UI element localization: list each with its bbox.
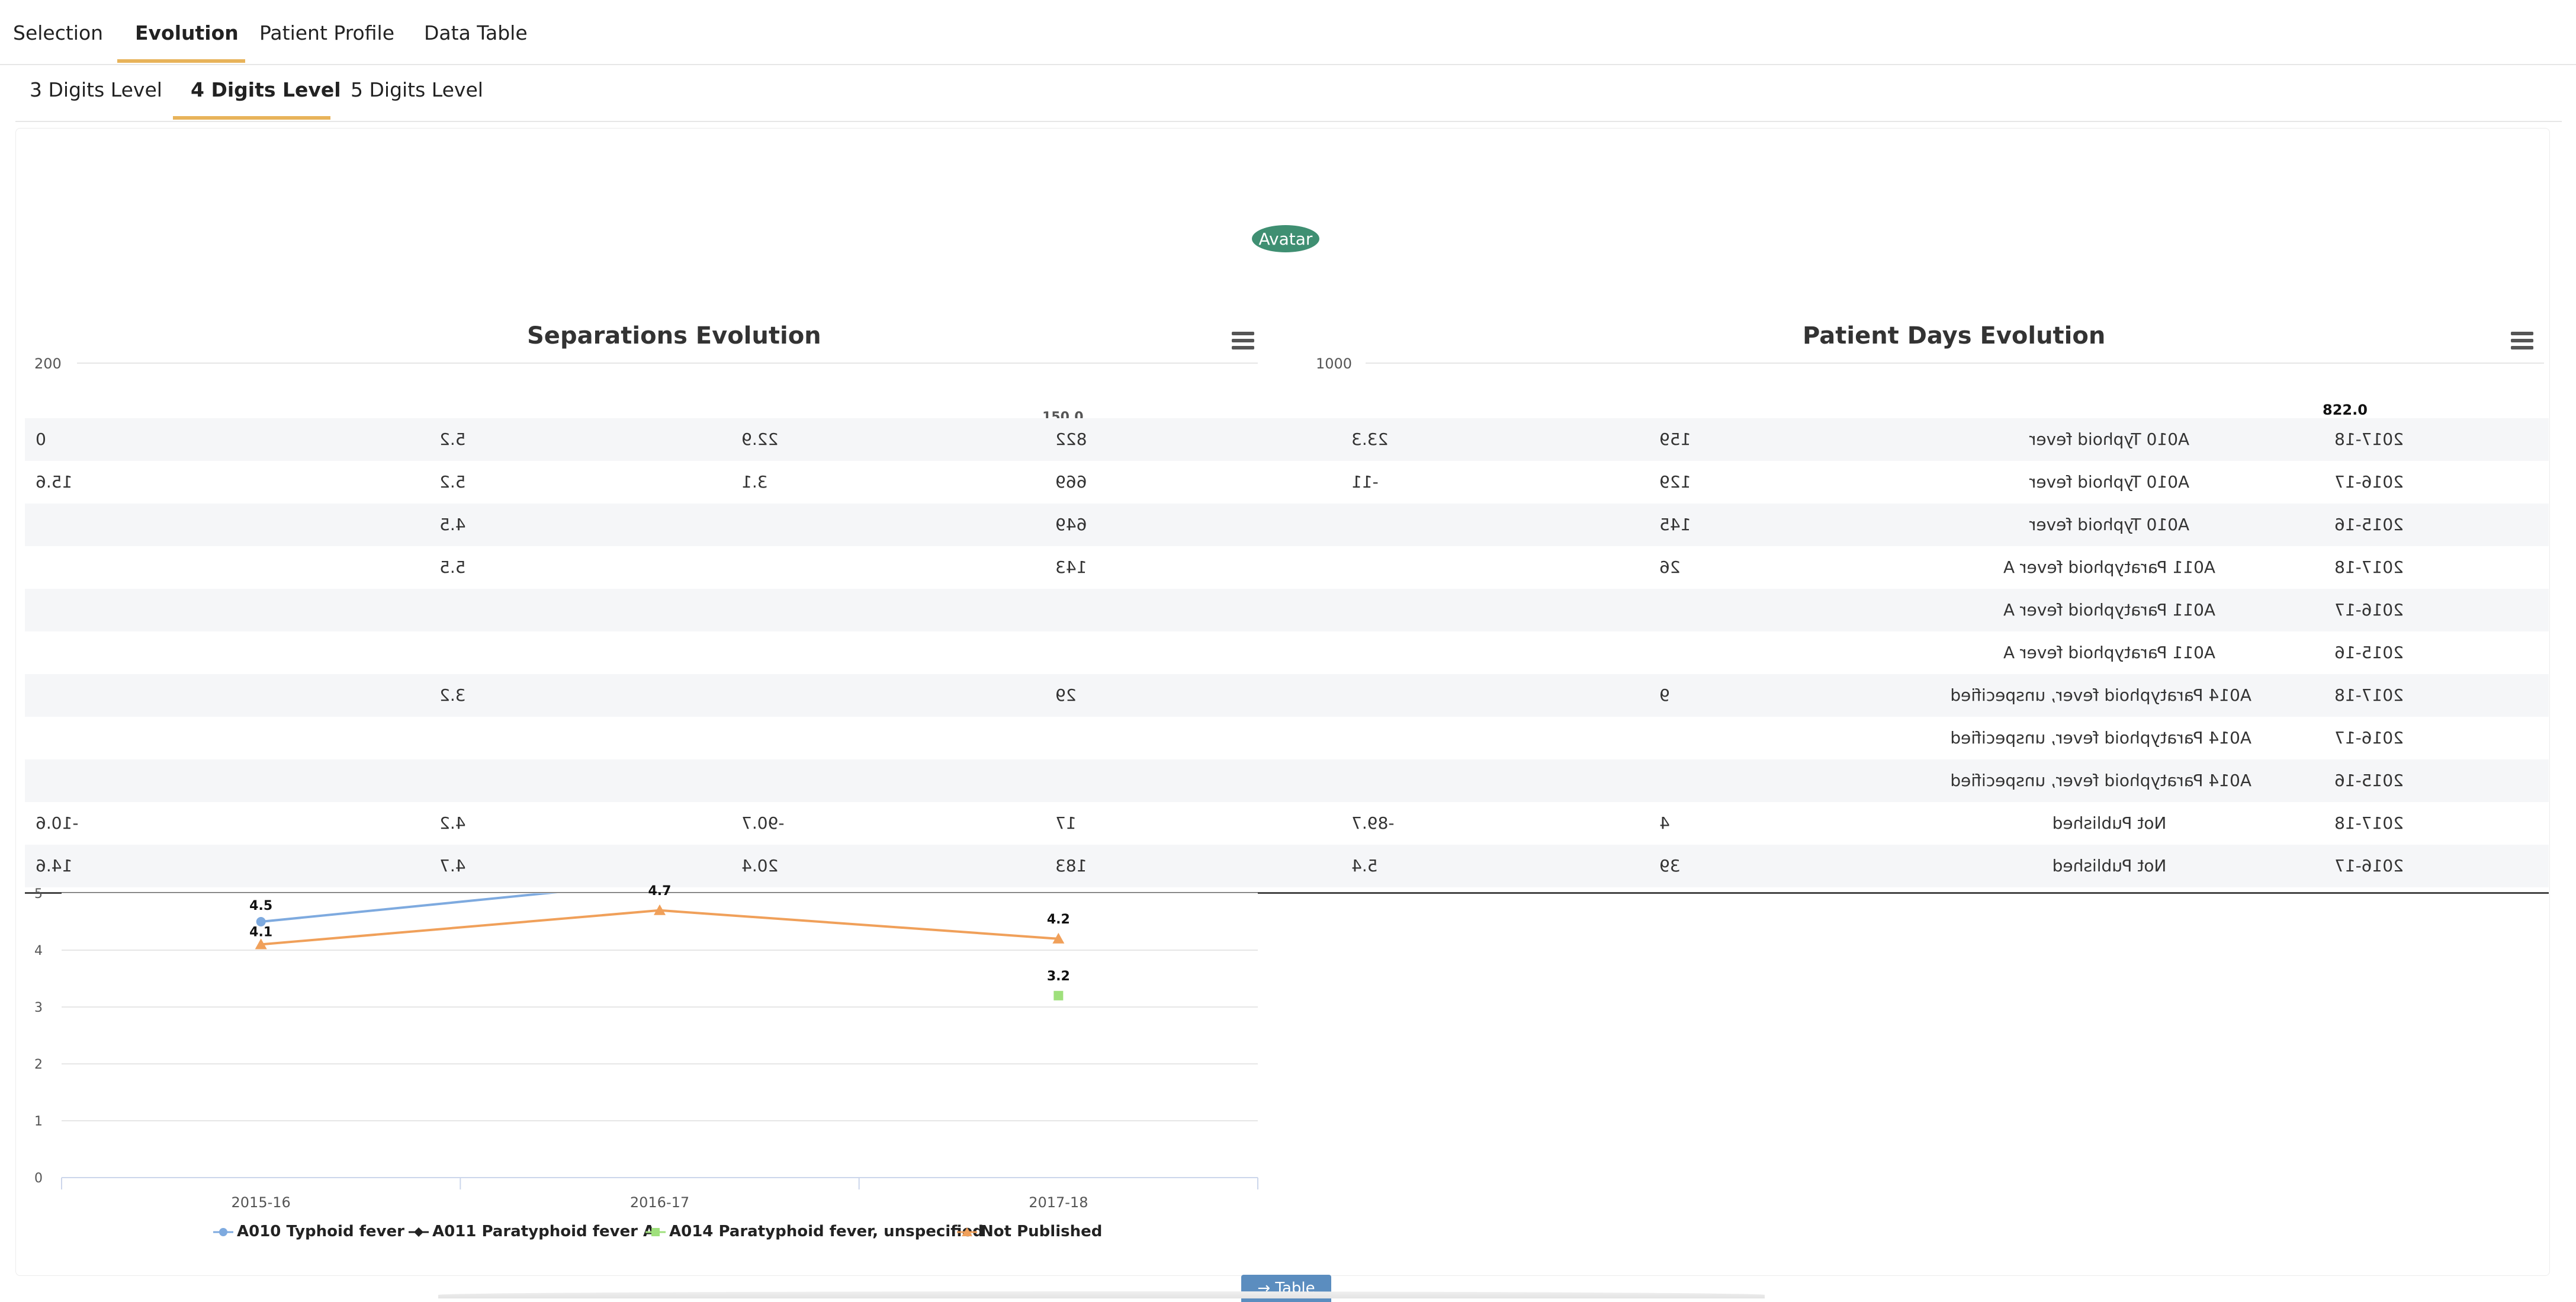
series-line (261, 909, 1059, 946)
series-line (261, 893, 558, 923)
tab-selection[interactable]: Selection (13, 21, 104, 44)
tab-patient-profile[interactable]: Patient Profile (259, 21, 395, 44)
data-label: 4.1 (249, 925, 272, 939)
table-row: 0 5.2 22.9 822 23.3 159 A010 Typhoid fever 2017… (25, 418, 2549, 461)
separations-top-tick: 200 (34, 355, 62, 372)
data-point (256, 917, 266, 926)
legend-item[interactable]: A011 Paratyphoid fever A (409, 1223, 655, 1240)
data-label: 4.5 (249, 899, 272, 913)
separations-peek-label: 150.0 (1042, 410, 1084, 419)
table-row: A011 Paratyphoid fever A 2016-17 (25, 589, 2549, 631)
legend-item[interactable]: A014 Paratyphoid fever, unspecified (645, 1223, 984, 1240)
table-row: 14.6 4.7 20.4 183 5.4 39 Not Published 2016-17 (25, 845, 2549, 887)
legend-item[interactable]: A010 Typhoid fever (213, 1223, 404, 1240)
separations-menu-icon[interactable] (1232, 332, 1254, 349)
y-tick-label: 0 (34, 1171, 43, 1186)
x-tick-label: 2015-16 (232, 1194, 291, 1211)
avatar: Avatar (1252, 225, 1319, 252)
bottom-shadow (438, 1291, 1765, 1298)
y-tick-label: 5 (34, 887, 43, 902)
separations-gridline-top (77, 363, 1258, 364)
tab-4-digits-underline (173, 116, 330, 120)
legend-item[interactable]: Not Published (957, 1223, 1102, 1240)
data-point (1052, 932, 1065, 944)
separations-chart-title: Separations Evolution (527, 322, 821, 349)
legend-symbol-icon (645, 1227, 666, 1236)
data-label: 4.7 (648, 884, 672, 899)
tab-4-digits[interactable]: 4 Digits Level (191, 78, 341, 101)
sub-tabs-divider (15, 121, 2562, 122)
legend-symbol-icon (213, 1227, 233, 1236)
data-point (1053, 990, 1064, 1000)
data-label: 4.2 (1047, 912, 1070, 927)
patient-days-menu-icon[interactable] (2511, 332, 2533, 349)
tab-evolution-underline (117, 59, 245, 63)
tab-data-table[interactable]: Data Table (424, 21, 528, 44)
y-tick-label: 2 (34, 1057, 43, 1072)
legend-label: A014 Paratyphoid fever, unspecified (669, 1223, 984, 1240)
tab-3-digits[interactable]: 3 Digits Level (30, 78, 162, 101)
patient-days-chart-title: Patient Days Evolution (1803, 322, 2106, 349)
legend-label: A011 Paratyphoid fever A (432, 1223, 656, 1240)
y-tick-label: 1 (34, 1114, 43, 1129)
data-point (654, 904, 666, 915)
tab-evolution[interactable]: Evolution (135, 21, 239, 44)
mirrored-table-bottom-border (25, 892, 2549, 894)
patient-days-peak-label: 822.0 (2323, 402, 2368, 418)
y-tick-label: 4 (34, 944, 43, 958)
patient-days-gridline-top (1366, 363, 2544, 364)
table-row: 3.2 29 9 A014 Paratyphoid fever, unspecifie… (25, 674, 2549, 717)
legend-symbol-icon (957, 1227, 977, 1236)
legend-label: Not Published (981, 1223, 1103, 1240)
legend-label: A010 Typhoid fever (237, 1223, 404, 1240)
data-point (255, 938, 267, 950)
tab-5-digits[interactable]: 5 Digits Level (351, 78, 483, 101)
legend-symbol-icon (409, 1227, 429, 1237)
patient-days-top-tick: 1000 (1316, 355, 1353, 372)
table-row: A014 Paratyphoid fever, unspecified 2015-… (25, 759, 2549, 802)
table-row: 4.5 649 145 A010 Typhoid fever 2015-16 (25, 504, 2549, 546)
x-tick-label: 2016-17 (630, 1194, 689, 1211)
data-label: 3.2 (1047, 969, 1070, 984)
y-tick-label: 3 (34, 1000, 43, 1015)
avatar-alt-text: Avatar (1258, 229, 1313, 249)
x-tick-label: 2017-18 (1029, 1194, 1088, 1211)
main-tabs-divider (0, 64, 2576, 65)
